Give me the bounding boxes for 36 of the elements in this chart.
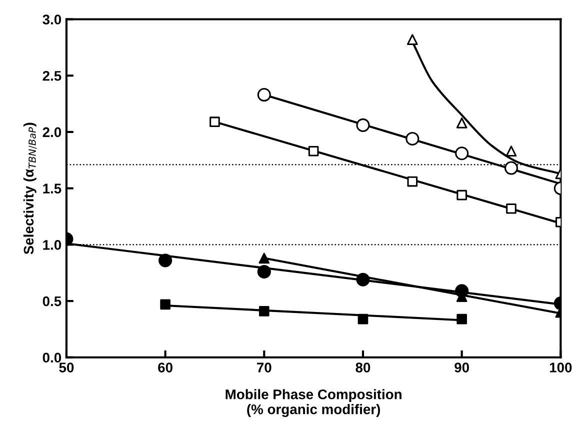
y-tick-label: 3.0 (42, 14, 62, 24)
point (407, 176, 418, 187)
y-tick-label: 1.0 (43, 240, 62, 250)
x-tick-label: 90 (454, 362, 469, 372)
point (456, 190, 467, 200)
point (406, 132, 420, 146)
point (257, 264, 271, 279)
y-tick-label: 2.5 (42, 70, 62, 81)
x-tick-label: 80 (356, 362, 370, 372)
point (356, 118, 370, 132)
point (506, 203, 516, 214)
point (455, 146, 469, 160)
point (210, 116, 220, 127)
point (406, 34, 418, 45)
point (158, 254, 172, 268)
y-axis-title: Selectivity (α$_{TBN/BaP}$) (23, 122, 37, 254)
point (358, 314, 368, 324)
y-tick-label: 0.0 (42, 352, 62, 363)
y-tick-label: 1.5 (43, 184, 62, 194)
point (506, 146, 517, 157)
point (456, 314, 467, 324)
x-tick-label: 60 (158, 362, 172, 372)
point (160, 299, 170, 310)
x-tick-label: 70 (257, 362, 272, 372)
x-tick-label: 100 (550, 362, 572, 372)
x-tick-label: 50 (59, 362, 74, 372)
point (456, 118, 468, 128)
y-tick-label: 2.0 (42, 127, 62, 138)
point (356, 272, 370, 286)
point (257, 88, 271, 102)
point (258, 252, 270, 264)
point (258, 306, 270, 316)
point (504, 161, 518, 175)
x-axis-title: Mobile Phase Composition (% organic modifier) (226, 389, 402, 418)
point (308, 146, 319, 156)
y-tick-label: 0.5 (42, 296, 62, 306)
